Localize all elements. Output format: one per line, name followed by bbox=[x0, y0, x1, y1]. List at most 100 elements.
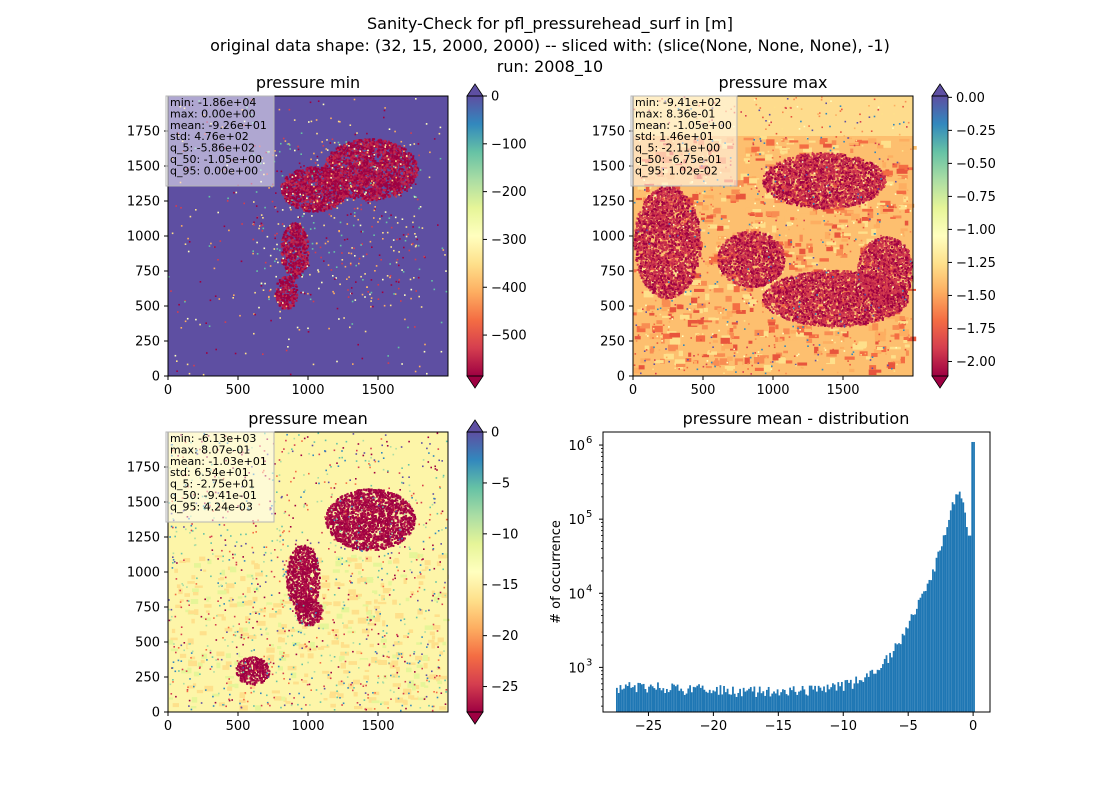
scatter-pixel bbox=[299, 223, 301, 225]
scatter-pixel bbox=[345, 141, 347, 143]
cluster-pixel bbox=[298, 189, 300, 191]
scatter-pixel bbox=[381, 215, 383, 217]
cluster-pixel bbox=[382, 149, 384, 151]
cluster-pixel bbox=[376, 194, 378, 196]
scatter-pixel bbox=[313, 153, 315, 155]
texture-patch bbox=[703, 320, 713, 322]
colorbar-gradient bbox=[467, 96, 483, 376]
cluster-pixel bbox=[383, 189, 385, 191]
scatter-pixel bbox=[444, 254, 446, 256]
cluster-pixel bbox=[367, 180, 369, 182]
colorbar: 0−100−200−300−400−500 bbox=[467, 84, 527, 388]
scatter-pixel bbox=[393, 250, 395, 252]
scatter-pixel bbox=[187, 318, 189, 320]
cluster-pixel bbox=[298, 196, 300, 198]
scatter-pixel bbox=[390, 305, 392, 307]
cluster-pixel bbox=[354, 197, 356, 199]
scatter-pixel bbox=[381, 184, 383, 186]
cluster-pixel bbox=[380, 191, 382, 193]
cluster-pixel bbox=[287, 178, 289, 180]
scatter-pixel bbox=[440, 127, 442, 129]
scatter-pixel bbox=[372, 306, 374, 308]
cluster-pixel bbox=[319, 209, 321, 211]
scatter-pixel bbox=[396, 262, 398, 264]
scatter-pixel bbox=[348, 187, 350, 189]
cluster-pixel bbox=[326, 206, 328, 208]
scatter-pixel bbox=[352, 323, 354, 325]
cluster-pixel bbox=[367, 174, 369, 176]
cluster-pixel bbox=[299, 273, 301, 275]
scatter-pixel bbox=[319, 196, 321, 198]
cluster-pixel bbox=[323, 209, 325, 211]
cluster-pixel bbox=[302, 178, 304, 180]
scatter-pixel bbox=[200, 281, 202, 283]
cluster-pixel bbox=[298, 231, 300, 233]
cluster-pixel bbox=[292, 239, 294, 241]
cluster-pixel bbox=[362, 177, 364, 179]
cluster-pixel bbox=[355, 159, 357, 161]
scatter-pixel bbox=[274, 206, 276, 208]
cluster-pixel bbox=[362, 148, 364, 150]
scatter-pixel bbox=[352, 301, 354, 303]
scatter-pixel bbox=[390, 214, 392, 216]
scatter-pixel bbox=[217, 212, 219, 214]
cluster-pixel bbox=[352, 152, 354, 154]
cluster-pixel bbox=[280, 293, 282, 295]
cluster-pixel bbox=[302, 206, 304, 208]
cluster-pixel bbox=[304, 266, 306, 268]
cluster-pixel bbox=[371, 153, 373, 155]
scatter-pixel bbox=[338, 318, 340, 320]
scatter-pixel bbox=[281, 188, 283, 190]
scatter-pixel bbox=[274, 295, 276, 297]
scatter-pixel bbox=[253, 224, 255, 226]
scatter-pixel bbox=[398, 155, 400, 157]
texture-patch bbox=[845, 357, 855, 360]
scatter-pixel bbox=[394, 131, 396, 133]
texture-patch bbox=[772, 226, 776, 233]
scatter-pixel bbox=[329, 214, 331, 216]
scatter-pixel bbox=[263, 228, 265, 230]
cluster-pixel bbox=[326, 192, 328, 194]
cluster-pixel bbox=[299, 271, 301, 273]
texture-patch bbox=[684, 330, 691, 336]
cluster-pixel bbox=[359, 190, 361, 192]
cluster-pixel bbox=[398, 152, 400, 154]
cluster-pixel bbox=[348, 180, 350, 182]
cluster-pixel bbox=[302, 232, 304, 234]
scatter-pixel bbox=[318, 100, 320, 102]
cluster-pixel bbox=[377, 143, 379, 145]
cluster-pixel bbox=[383, 175, 385, 177]
scatter-pixel bbox=[412, 222, 414, 224]
scatter-pixel bbox=[423, 256, 425, 258]
cluster-pixel bbox=[329, 193, 331, 195]
scatter-pixel bbox=[374, 270, 376, 272]
cluster-pixel bbox=[290, 196, 292, 198]
cluster-pixel bbox=[398, 178, 400, 180]
scatter-pixel bbox=[313, 202, 315, 204]
scatter-pixel bbox=[342, 259, 344, 261]
scatter-pixel bbox=[235, 353, 237, 355]
scatter-pixel bbox=[351, 293, 353, 295]
scatter-pixel bbox=[254, 292, 256, 294]
scatter-pixel bbox=[374, 210, 376, 212]
cluster-pixel bbox=[345, 183, 347, 185]
cluster-pixel bbox=[371, 190, 373, 192]
cluster-pixel bbox=[415, 162, 417, 164]
scatter-pixel bbox=[379, 218, 381, 220]
scatter-pixel bbox=[258, 228, 260, 230]
scatter-pixel bbox=[361, 209, 363, 211]
cluster-pixel bbox=[384, 169, 386, 171]
scatter-pixel bbox=[303, 194, 305, 196]
scatter-pixel bbox=[304, 293, 306, 295]
scatter-pixel bbox=[287, 200, 289, 202]
scatter-pixel bbox=[400, 163, 402, 165]
panel-pressure-min: pressure min 0 500 1000 1500025050075010001… bbox=[127, 73, 527, 398]
scatter-pixel bbox=[316, 190, 318, 192]
cluster-pixel bbox=[299, 270, 301, 272]
texture-patch bbox=[721, 198, 726, 202]
cluster-pixel bbox=[292, 250, 294, 252]
cluster-pixel bbox=[359, 179, 361, 181]
cluster-pixel bbox=[317, 203, 319, 205]
cluster-pixel bbox=[289, 183, 291, 185]
scatter-pixel bbox=[225, 321, 227, 323]
